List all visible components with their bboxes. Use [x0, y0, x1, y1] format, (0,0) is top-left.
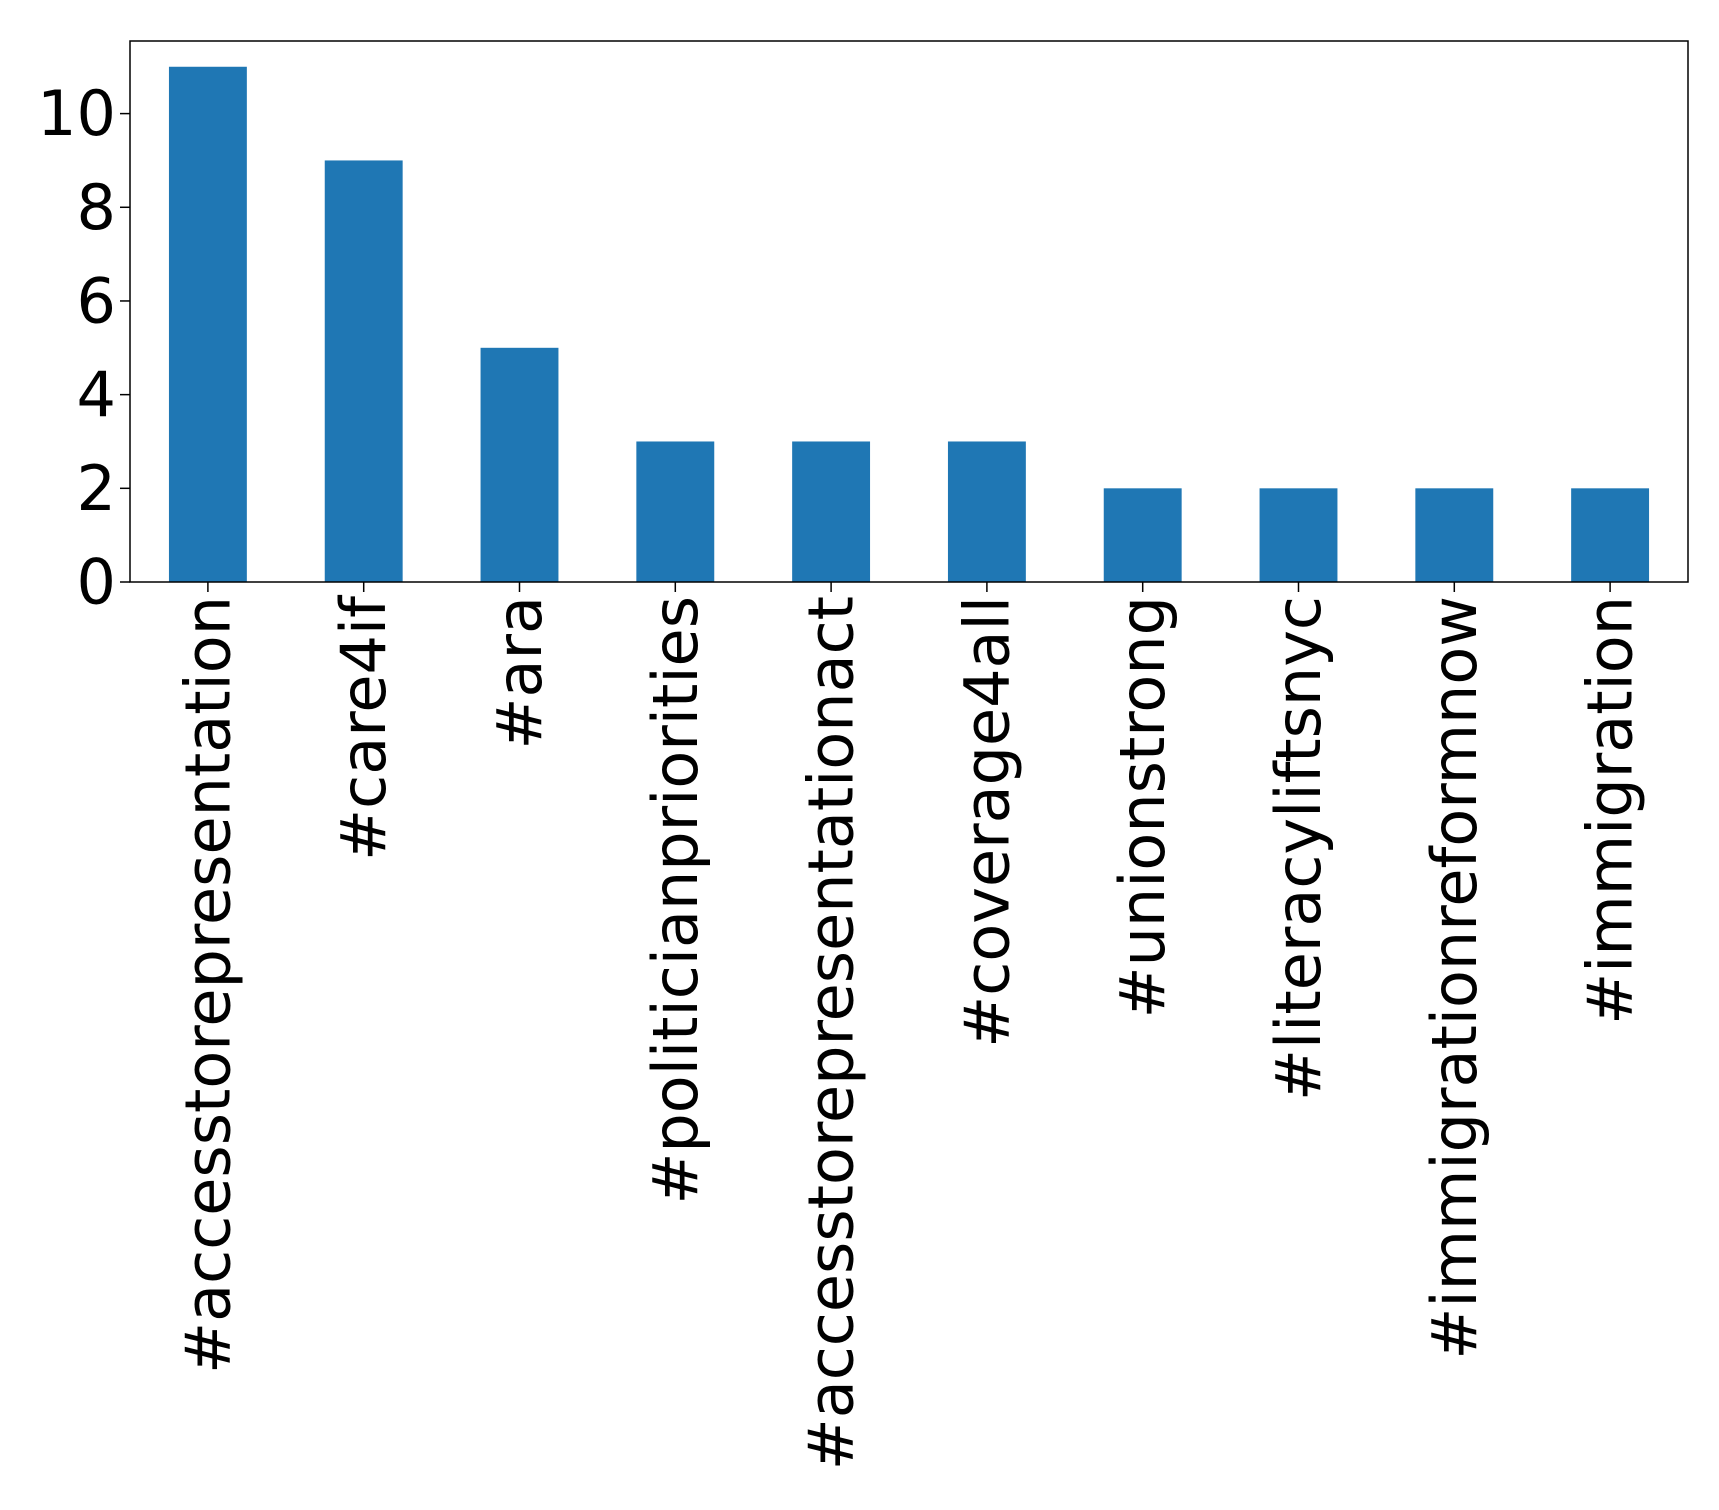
- x-tick-label: #coverage4all: [950, 596, 1023, 1048]
- y-axis: 0 2 4 6 8 10: [37, 77, 130, 619]
- x-tick-label: #immigration: [1574, 596, 1647, 1025]
- bar-literacyliftsnyc: [1259, 488, 1338, 582]
- x-tick-label: #unionstrong: [1106, 596, 1179, 1018]
- x-tick-label: #ara: [483, 596, 556, 749]
- bar-unionstrong: [1103, 488, 1182, 582]
- bar-accesstorepresentation: [168, 66, 247, 582]
- bar-immigration: [1571, 488, 1650, 582]
- y-tick-label: 8: [77, 171, 116, 244]
- y-tick-label: 6: [77, 264, 116, 337]
- y-tick-label: 10: [37, 77, 116, 150]
- y-tick-label: 2: [77, 452, 116, 525]
- bars-group: [168, 66, 1650, 582]
- bar-ara: [480, 347, 559, 582]
- plot-frame: [129, 40, 1689, 583]
- y-tick-label: 0: [77, 546, 116, 619]
- bar-politicianpriorities: [636, 441, 715, 582]
- x-tick-label: #politicianpriorities: [639, 596, 712, 1205]
- y-tick-label: 4: [77, 358, 116, 431]
- x-tick-label: #accesstorepresentationact: [795, 596, 868, 1470]
- bar-accesstorepresentationact: [792, 441, 871, 582]
- bar-immigrationreformnow: [1415, 488, 1494, 582]
- bar-care4if: [324, 160, 403, 582]
- x-tick-label: #accesstorepresentation: [171, 596, 244, 1374]
- x-tick-label: #care4if: [327, 594, 400, 861]
- x-tick-label: #immigrationreformnow: [1418, 596, 1491, 1360]
- x-tick-label: #literacyliftsnyc: [1262, 596, 1335, 1101]
- bar-coverage4all: [947, 441, 1026, 582]
- x-axis: #accesstorepresentation #care4if #ara #poli…: [171, 582, 1647, 1470]
